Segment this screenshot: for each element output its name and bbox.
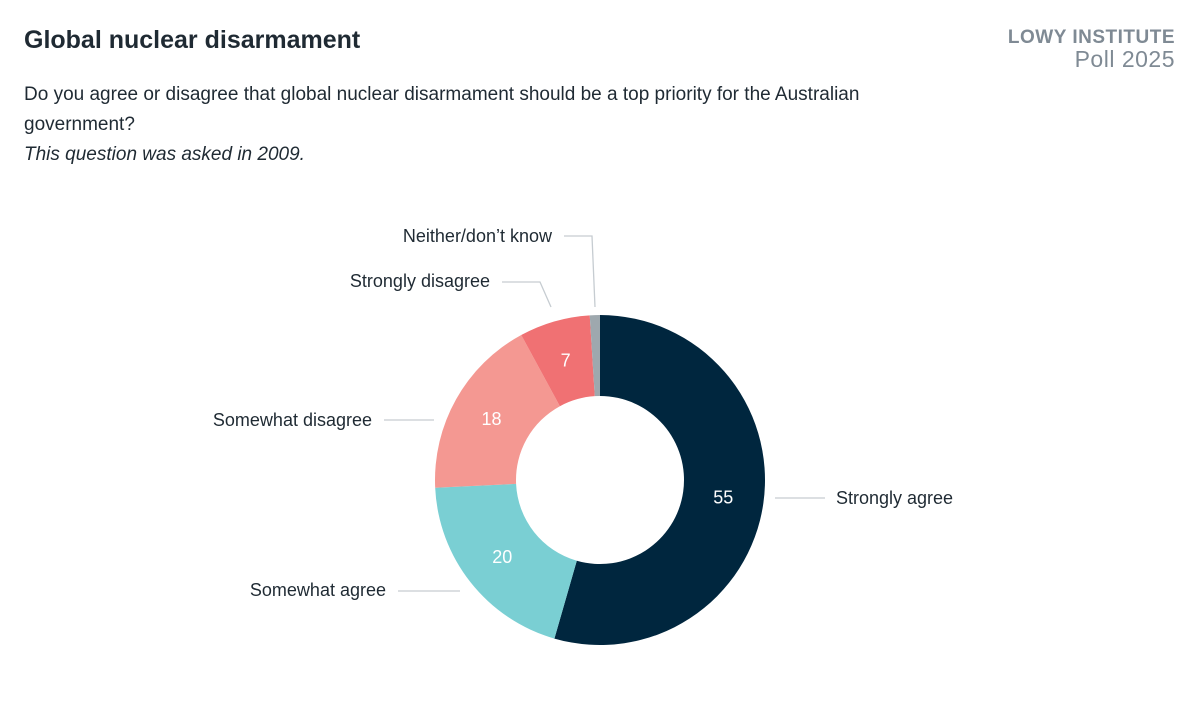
slice-somewhat-disagree [434,335,560,488]
category-label: Strongly disagree [350,271,490,291]
value-label: 18 [482,409,502,429]
value-label: 7 [561,350,571,370]
lowy-logo: LOWY INSTITUTE Poll 2025 [1007,27,1175,72]
slice-strongly-agree [554,315,766,646]
value-label: 20 [492,547,512,567]
value-label: 55 [713,487,733,507]
logo-line2: Poll 2025 [1074,46,1175,72]
category-label: Neither/don’t know [403,226,553,246]
slice-somewhat-agree [435,483,577,639]
category-label: Strongly agree [836,488,953,508]
slice-strongly-disagree [521,315,595,407]
chart-title: Global nuclear disarmament [24,26,361,54]
leader-line [502,281,552,308]
note-text: This question was asked in 2009. [24,144,305,165]
leader-line [564,235,596,308]
slice-neither-don-t-know [589,315,600,397]
category-label: Somewhat disagree [213,410,372,430]
question-text: Do you agree or disagree that global nuc… [24,84,860,135]
logo-line1: LOWY INSTITUTE [1007,27,1175,48]
chart-subtitle: Do you agree or disagree that global nuc… [24,80,904,170]
category-label: Somewhat agree [250,580,386,600]
